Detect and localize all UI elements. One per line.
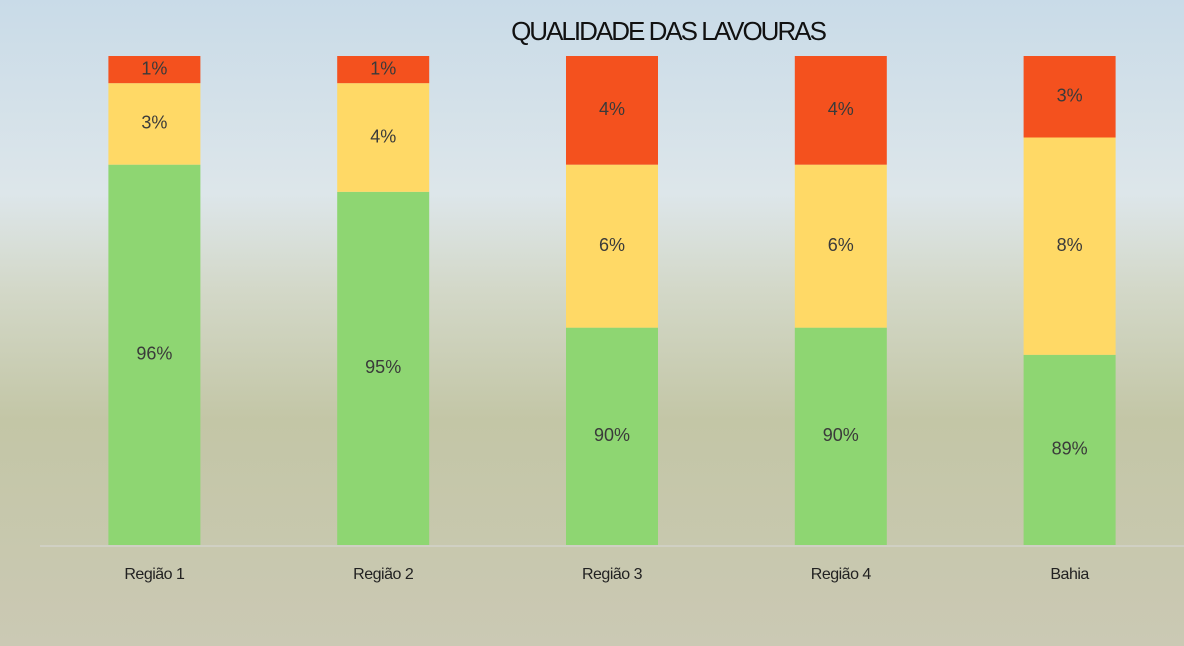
data-label: 89% — [1052, 439, 1088, 459]
chart-title: QUALIDADE DAS LAVOURAS — [511, 16, 827, 46]
data-label: 3% — [141, 113, 167, 133]
x-tick-label: Região 1 — [124, 566, 185, 583]
data-label: 90% — [823, 425, 859, 445]
x-tick-label: Bahia — [1050, 566, 1089, 583]
data-label: 8% — [1057, 235, 1083, 255]
data-label: 90% — [594, 425, 630, 445]
x-tick-label: Região 3 — [582, 566, 643, 583]
data-label: 6% — [828, 235, 854, 255]
data-label: 3% — [1057, 86, 1083, 106]
data-label: 1% — [141, 58, 167, 78]
data-label: 4% — [828, 99, 854, 119]
data-label: 1% — [370, 58, 396, 78]
x-tick-label: Região 2 — [353, 566, 414, 583]
chart: QUALIDADE DAS LAVOURAS Região 1 96% 3% 1% Re… — [0, 0, 1184, 646]
data-label: 6% — [599, 235, 625, 255]
x-tick-label: Região 4 — [811, 566, 872, 583]
data-label: 95% — [365, 357, 401, 377]
data-label: 96% — [136, 344, 172, 364]
page: QUALIDADE DAS LAVOURAS Região 1 96% 3% 1% Re… — [0, 0, 1184, 646]
data-label: 4% — [370, 126, 396, 146]
data-label: 4% — [599, 99, 625, 119]
